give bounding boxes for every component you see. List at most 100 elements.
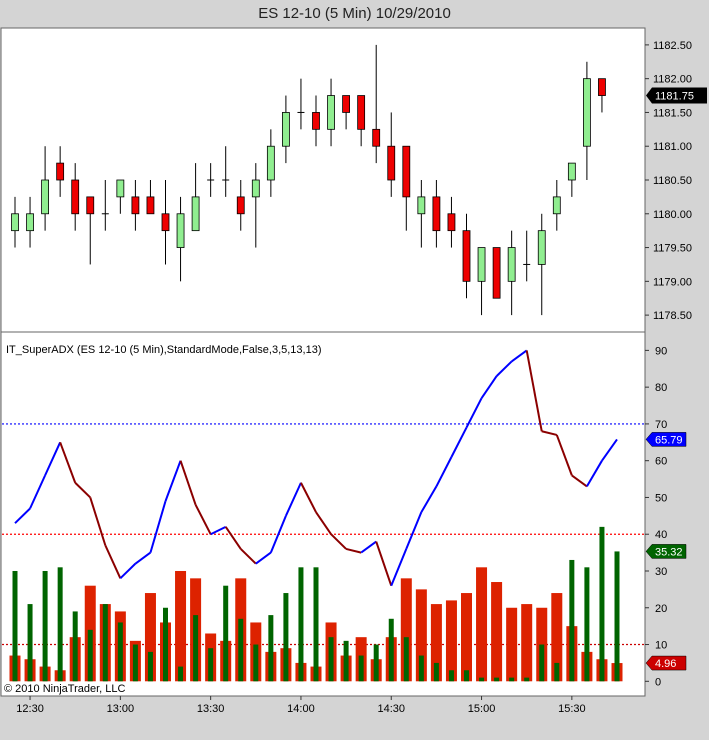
indicator-tick-label: 90 [655, 345, 667, 357]
red-last-marker-label: 4.96 [655, 658, 676, 670]
candle-up [583, 78, 591, 147]
price-panel[interactable] [0, 27, 646, 333]
candle-down [462, 230, 471, 282]
candle-up [537, 230, 546, 265]
green-histogram-bar [193, 615, 199, 682]
last-price-label: 1181.75 [655, 91, 694, 103]
red-histogram-bar [476, 567, 488, 682]
candle-up [26, 213, 34, 232]
indicator-panel[interactable] [0, 331, 646, 697]
time-axis: 12:30 13:00 13:30 14:00 14:30 15:00 15:30 [16, 696, 586, 715]
candle-down [131, 196, 140, 215]
adx-segment [119, 562, 137, 580]
time-tick-label: 12:30 [16, 703, 44, 715]
green-histogram-bar [208, 648, 214, 682]
price-tick-label: 1182.00 [653, 74, 692, 86]
green-histogram-bar [448, 670, 454, 682]
candle-down [342, 95, 351, 113]
green-last-marker-label: 35.32 [655, 546, 683, 558]
adx-segment [59, 441, 77, 484]
adx-segment [390, 548, 408, 587]
green-histogram-bar [87, 629, 93, 682]
indicator-tick-label: 40 [655, 529, 667, 541]
adx-segment [420, 485, 438, 513]
adx-segment [210, 525, 227, 536]
candle-down [56, 162, 65, 181]
adx-segment [134, 551, 152, 565]
candle-up [417, 196, 426, 215]
green-histogram-bar [388, 618, 394, 682]
adx-segment [405, 511, 423, 550]
green-histogram-bar [569, 559, 575, 682]
candle-down [312, 112, 320, 130]
time-tick-label: 13:00 [107, 703, 135, 715]
green-histogram-bar [27, 604, 33, 682]
adx-segment [555, 434, 573, 476]
red-histogram-bar [506, 607, 518, 682]
adx-segment [360, 540, 377, 554]
green-histogram-bar [494, 677, 500, 682]
green-histogram-bar [358, 655, 364, 682]
adx-segment [465, 397, 483, 429]
adx-segment [194, 504, 212, 535]
adx-segment [44, 441, 62, 476]
green-histogram-bar [554, 662, 560, 682]
adx-segment [375, 541, 393, 587]
time-tick-label: 14:30 [377, 703, 405, 715]
green-histogram-bar [433, 662, 439, 682]
indicator-tick-label: 50 [655, 492, 667, 504]
indicator-tick-label: 60 [655, 456, 667, 468]
adx-segment [269, 515, 287, 553]
green-histogram-bar [313, 567, 319, 682]
price-candles [11, 44, 606, 316]
adx-segment [571, 474, 588, 488]
time-tick-label: 14:00 [287, 703, 315, 715]
green-histogram-bar [57, 567, 63, 682]
adx-segment [284, 482, 302, 517]
candle-down [432, 196, 441, 232]
price-tick-label: 1179.00 [653, 276, 692, 288]
candle-down [372, 128, 381, 147]
price-tick-label: 1181.50 [653, 107, 692, 119]
adx-segment [224, 526, 242, 550]
indicator-tick-label: 30 [655, 566, 667, 578]
red-histogram-bar [415, 589, 427, 682]
indicator-tick-label: 20 [655, 603, 667, 615]
adx-segment [29, 474, 47, 509]
adx-segment [74, 482, 91, 499]
green-histogram-bar [238, 618, 244, 682]
candle-up [41, 179, 49, 215]
candle-down [161, 213, 170, 232]
green-histogram-bar [12, 570, 18, 682]
candle-up [191, 196, 200, 232]
green-histogram-bar [132, 644, 138, 682]
price-tick-label: 1181.00 [653, 141, 692, 153]
adx-segment [525, 350, 543, 432]
price-tick-label: 1179.50 [653, 243, 692, 255]
adx-segment [541, 430, 558, 436]
adx-segment [255, 551, 272, 565]
adx-segment [240, 548, 257, 565]
adx-last-marker [645, 432, 687, 447]
green-histogram-bar [178, 666, 184, 682]
red-histogram-bar [491, 582, 503, 682]
adx-segment [330, 533, 347, 550]
green-histogram-bar [539, 644, 545, 682]
candle-up [251, 179, 260, 198]
red-histogram-bar [144, 593, 156, 682]
price-axis: 1182.50 1182.00 1181.50 1181.00 1180.50 1180.… [645, 40, 707, 322]
time-tick-label: 13:30 [197, 703, 225, 715]
green-histogram-bar [298, 567, 304, 682]
indicator-label: IT_SuperADX (ES 12-10 (5 Min),StandardMo… [6, 344, 322, 356]
candle-up [567, 162, 576, 181]
red-histogram-bar [521, 604, 533, 682]
candle-down [492, 247, 501, 299]
green-histogram-bar [524, 677, 530, 682]
green-histogram-bar [268, 615, 274, 682]
adx-segment [179, 460, 197, 506]
price-tick-label: 1178.50 [653, 310, 692, 322]
green-histogram-bar [464, 670, 469, 682]
green-histogram-bar [102, 604, 108, 682]
adx-segment [345, 547, 362, 554]
